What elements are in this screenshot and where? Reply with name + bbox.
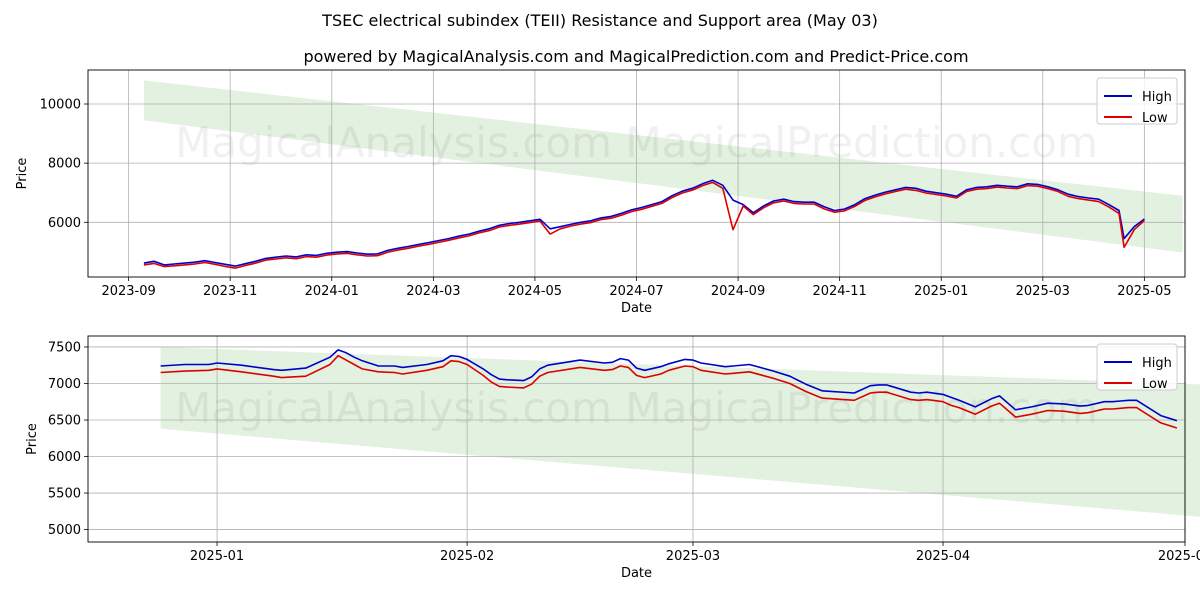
x-tick-label: 2025-03 [1016, 284, 1070, 299]
legend-label-high: High [1142, 90, 1172, 105]
y-tick-label: 7500 [48, 340, 81, 355]
series-line-high [160, 349, 1178, 422]
y-tick-label: 8000 [48, 157, 81, 172]
x-tick-label: 2025-01 [190, 549, 244, 564]
plot-frame [87, 335, 1186, 543]
x-axis-label: Date [621, 566, 652, 581]
y-tick-label: 7000 [48, 377, 81, 392]
x-tick-label: 2024-05 [508, 284, 562, 299]
x-tick-label: 2024-01 [305, 284, 359, 299]
x-tick-label: 2023-11 [203, 284, 257, 299]
resistance-support-band [160, 347, 1200, 517]
y-tick-label: 6000 [48, 450, 81, 465]
x-tick-label: 2025-05 [1117, 284, 1171, 299]
x-tick-label: 2025-03 [666, 549, 720, 564]
y-tick-label: 5000 [48, 523, 81, 538]
watermark-text: MagicalAnalysis.com MagicalPrediction.co… [175, 384, 1098, 433]
x-tick-label: 2025-01 [914, 284, 968, 299]
series-line-high [143, 179, 1145, 267]
x-tick-label: 2024-03 [406, 284, 460, 299]
chart-title: TSEC electrical subindex (TEII) Resistan… [321, 11, 878, 30]
series-line-low [160, 354, 1178, 429]
resistance-support-band [143, 80, 1183, 253]
legend: High Low [1096, 343, 1178, 392]
legend: High Low [1096, 77, 1178, 126]
y-axis-label: Price [15, 158, 30, 190]
bottom-panel: MagicalAnalysis.com MagicalPrediction.co… [25, 335, 1200, 581]
top-panel: MagicalAnalysis.com MagicalPrediction.co… [15, 69, 1186, 316]
x-tick-label: 2025-04 [916, 549, 970, 564]
x-tick-label: 2024-09 [711, 284, 765, 299]
x-tick-label: 2024-11 [812, 284, 866, 299]
y-tick-label: 10000 [40, 98, 81, 113]
x-tick-label: 2025-05 [1158, 549, 1200, 564]
plot-frame [87, 69, 1186, 278]
legend-box [1096, 343, 1178, 391]
y-tick-label: 6500 [48, 414, 81, 429]
legend-label-low: Low [1142, 377, 1168, 392]
y-tick-label: 6000 [48, 216, 81, 231]
series-line-low [143, 181, 1145, 269]
x-tick-label: 2025-02 [440, 549, 494, 564]
legend-box [1096, 77, 1178, 125]
y-tick-label: 5500 [48, 487, 81, 502]
y-axis-label: Price [25, 423, 40, 455]
x-tick-label: 2023-09 [101, 284, 155, 299]
legend-label-low: Low [1142, 111, 1168, 126]
x-axis-label: Date [621, 301, 652, 316]
legend-label-high: High [1142, 356, 1172, 371]
x-tick-label: 2024-07 [609, 284, 663, 299]
chart-subtitle: powered by MagicalAnalysis.com and Magic… [303, 47, 968, 66]
